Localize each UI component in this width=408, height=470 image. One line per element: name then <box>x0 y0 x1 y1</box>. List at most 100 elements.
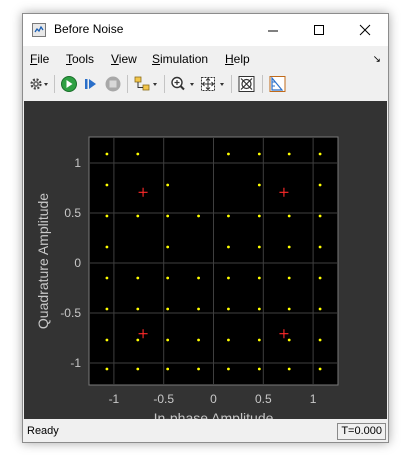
toolbar-separator <box>127 75 128 93</box>
y-tick-label: 0.5 <box>64 206 81 220</box>
title-bar[interactable]: Before Noise <box>23 14 388 46</box>
stop-button[interactable] <box>103 75 123 93</box>
y-tick-label: -0.5 <box>60 306 81 320</box>
received-symbol-point <box>287 245 291 249</box>
received-symbol-point <box>227 152 230 156</box>
received-symbol-point <box>257 338 261 342</box>
x-tick-label: -0.5 <box>153 392 174 406</box>
received-symbol-point <box>197 367 200 371</box>
received-symbol-point <box>227 245 230 249</box>
menu-simulation[interactable]: Simulation <box>152 52 209 66</box>
received-symbol-point <box>227 214 230 218</box>
received-symbol-point <box>197 214 200 218</box>
received-symbol-point <box>105 276 109 280</box>
received-symbol-point <box>166 183 170 187</box>
signal-select-icon <box>134 76 157 91</box>
menu-file[interactable]: File <box>30 52 50 66</box>
configuration-button[interactable] <box>28 75 50 93</box>
grid-lines <box>89 137 338 385</box>
close-icon <box>359 24 371 36</box>
toolbar-separator <box>164 75 165 93</box>
received-symbol-point <box>105 307 109 311</box>
received-symbol-point <box>318 276 322 280</box>
received-symbol-point <box>257 367 261 371</box>
y-axis-label: Quadrature Amplitude <box>35 193 51 329</box>
menu-help[interactable]: Help <box>225 52 250 66</box>
received-symbol-point <box>227 307 230 311</box>
received-symbol-point <box>105 152 109 156</box>
reference-constellation-point <box>279 329 289 339</box>
fit-to-view-button[interactable] <box>199 75 227 93</box>
received-symbol-point <box>166 367 170 371</box>
zoom-button[interactable] <box>169 75 197 93</box>
close-button[interactable] <box>342 14 388 46</box>
stop-icon <box>105 76 121 92</box>
received-symbol-point <box>136 214 140 218</box>
received-symbol-point <box>227 338 230 342</box>
x-tick-label: 0 <box>210 392 217 406</box>
x-tick-label: 1 <box>310 392 317 406</box>
received-symbol-point <box>287 152 291 156</box>
measurements-button[interactable] <box>267 75 289 93</box>
step-forward-button[interactable] <box>81 75 101 93</box>
toolbar <box>23 71 388 97</box>
received-symbol-point <box>257 276 261 280</box>
received-symbol-point <box>318 214 322 218</box>
received-symbol-point <box>257 245 261 249</box>
minimize-icon <box>268 30 278 32</box>
received-symbol-point <box>318 307 322 311</box>
status-text: Ready <box>27 425 59 437</box>
received-symbol-point <box>136 152 140 156</box>
received-symbol-point <box>227 276 230 280</box>
reference-constellation-point <box>138 187 148 197</box>
received-symbol-point <box>136 276 140 280</box>
simulation-time: T=0.000 <box>337 423 386 440</box>
style-button[interactable] <box>236 75 258 93</box>
received-symbol-point <box>136 367 140 371</box>
status-bar: Ready T=0.000 <box>23 421 388 441</box>
menu-bar: File Tools View Simulation Help ↘ <box>23 50 388 70</box>
y-tick-label: -1 <box>70 356 81 370</box>
received-symbol-point <box>197 307 200 311</box>
menu-tools[interactable]: Tools <box>66 52 95 66</box>
received-symbol-point <box>287 214 291 218</box>
zoom-icon <box>171 76 194 91</box>
maximize-button[interactable] <box>296 14 342 46</box>
run-button[interactable] <box>59 75 79 93</box>
received-symbol-point <box>257 307 261 311</box>
data-marks <box>105 152 322 371</box>
received-symbol-point <box>166 307 170 311</box>
fit-to-view-icon <box>201 77 224 91</box>
received-symbol-point <box>105 183 109 187</box>
received-symbol-point <box>166 276 170 280</box>
received-symbol-point <box>318 338 322 342</box>
window-title: Before Noise <box>54 22 124 36</box>
received-symbol-point <box>257 152 261 156</box>
x-tick-label: -1 <box>109 392 120 406</box>
reference-constellation-point <box>279 187 289 197</box>
scope-window: Before Noise File Tools View Simulation … <box>22 13 389 443</box>
menu-view[interactable]: View <box>111 52 137 66</box>
received-symbol-point <box>287 307 291 311</box>
x-tick-label: 0.5 <box>255 392 272 406</box>
received-symbol-point <box>136 338 140 342</box>
received-symbol-point <box>105 338 109 342</box>
received-symbol-point <box>287 338 291 342</box>
x-axis-label: In-phase Amplitude <box>154 410 274 419</box>
received-symbol-point <box>257 183 261 187</box>
received-symbol-point <box>318 367 322 371</box>
received-symbol-point <box>105 245 109 249</box>
measurement-icon <box>269 76 286 92</box>
menu-overflow-icon[interactable]: ↘ <box>372 54 381 65</box>
received-symbol-point <box>318 152 322 156</box>
received-symbol-point <box>105 214 109 218</box>
minimize-button[interactable] <box>250 14 296 46</box>
signal-select-button[interactable] <box>132 75 160 93</box>
style-icon <box>238 76 255 92</box>
toolbar-separator <box>54 75 55 93</box>
received-symbol-point <box>197 338 200 342</box>
constellation-chart[interactable]: -1 -0.5 0 0.5 1 -1 -0.5 0 0.5 1 In-phase Amplitud… <box>24 101 387 426</box>
received-symbol-point <box>287 367 291 371</box>
received-symbol-point <box>166 245 170 249</box>
received-symbol-point <box>166 338 170 342</box>
